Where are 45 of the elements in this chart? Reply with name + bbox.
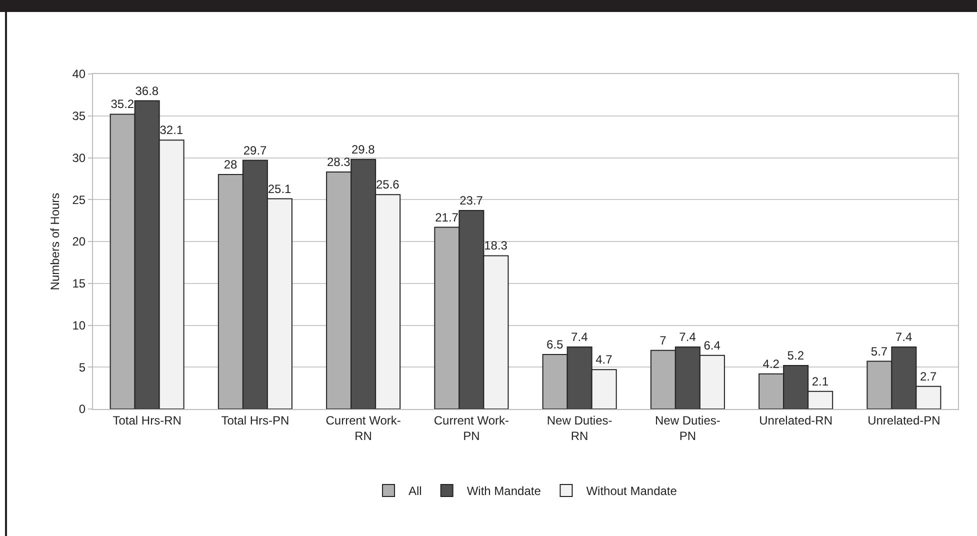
data-label: 23.7 (460, 194, 484, 208)
data-label: 32.1 (160, 123, 184, 138)
x-tick-label: Current Work- PN (434, 413, 510, 443)
data-label: 28 (224, 158, 238, 172)
data-label: 7.4 (571, 330, 588, 344)
data-label: 2.1 (812, 374, 829, 388)
y-tick-label: 25 (72, 192, 86, 207)
y-tick-label: 10 (72, 318, 86, 332)
data-label: 7.4 (895, 330, 912, 344)
x-tick-label: Current Work- RN (326, 413, 401, 443)
x-tick-label: New Duties- PN (655, 413, 720, 443)
data-label: 6.5 (546, 338, 564, 352)
y-tick-label: 20 (72, 234, 86, 249)
y-axis-title: Numbers of Hours (48, 192, 62, 290)
x-tick-label: New Duties- RN (546, 413, 612, 443)
data-label: 4.7 (596, 352, 613, 367)
y-tick-label: 15 (72, 276, 86, 291)
data-label: 6.4 (704, 338, 721, 352)
x-tick-label: Total Hrs-RN (112, 413, 182, 428)
data-label: 29.7 (243, 143, 268, 158)
x-tick-label: Unrelated-RN (759, 413, 832, 428)
legend-label: Without Mandate (586, 484, 678, 498)
data-label: 35.2 (110, 97, 134, 112)
data-label: 21.7 (435, 210, 459, 224)
data-label: 29.8 (351, 142, 376, 156)
legend-label: With Mandate (466, 484, 542, 498)
data-label: 5.7 (870, 344, 888, 358)
data-label: 36.8 (135, 84, 159, 98)
x-tick-label: Unrelated-PN (868, 413, 940, 428)
y-tick-label: 0 (78, 402, 86, 416)
legend-label: All (408, 484, 422, 498)
data-label: 4.2 (762, 356, 780, 371)
y-tick-label: 5 (78, 360, 86, 374)
data-label: 2.7 (920, 369, 937, 384)
data-label: 28.3 (326, 154, 351, 169)
data-label: 7.4 (679, 330, 696, 344)
data-label: 25.6 (376, 178, 400, 192)
x-tick-label: Total Hrs-PN (221, 413, 290, 428)
y-tick-label: 35 (72, 109, 86, 124)
data-label: 18.3 (484, 238, 508, 253)
data-label: 7 (660, 333, 667, 348)
y-tick-label: 40 (72, 67, 86, 82)
data-label: 5.2 (787, 348, 804, 362)
y-tick-label: 30 (72, 150, 86, 165)
data-label: 25.1 (268, 182, 292, 196)
